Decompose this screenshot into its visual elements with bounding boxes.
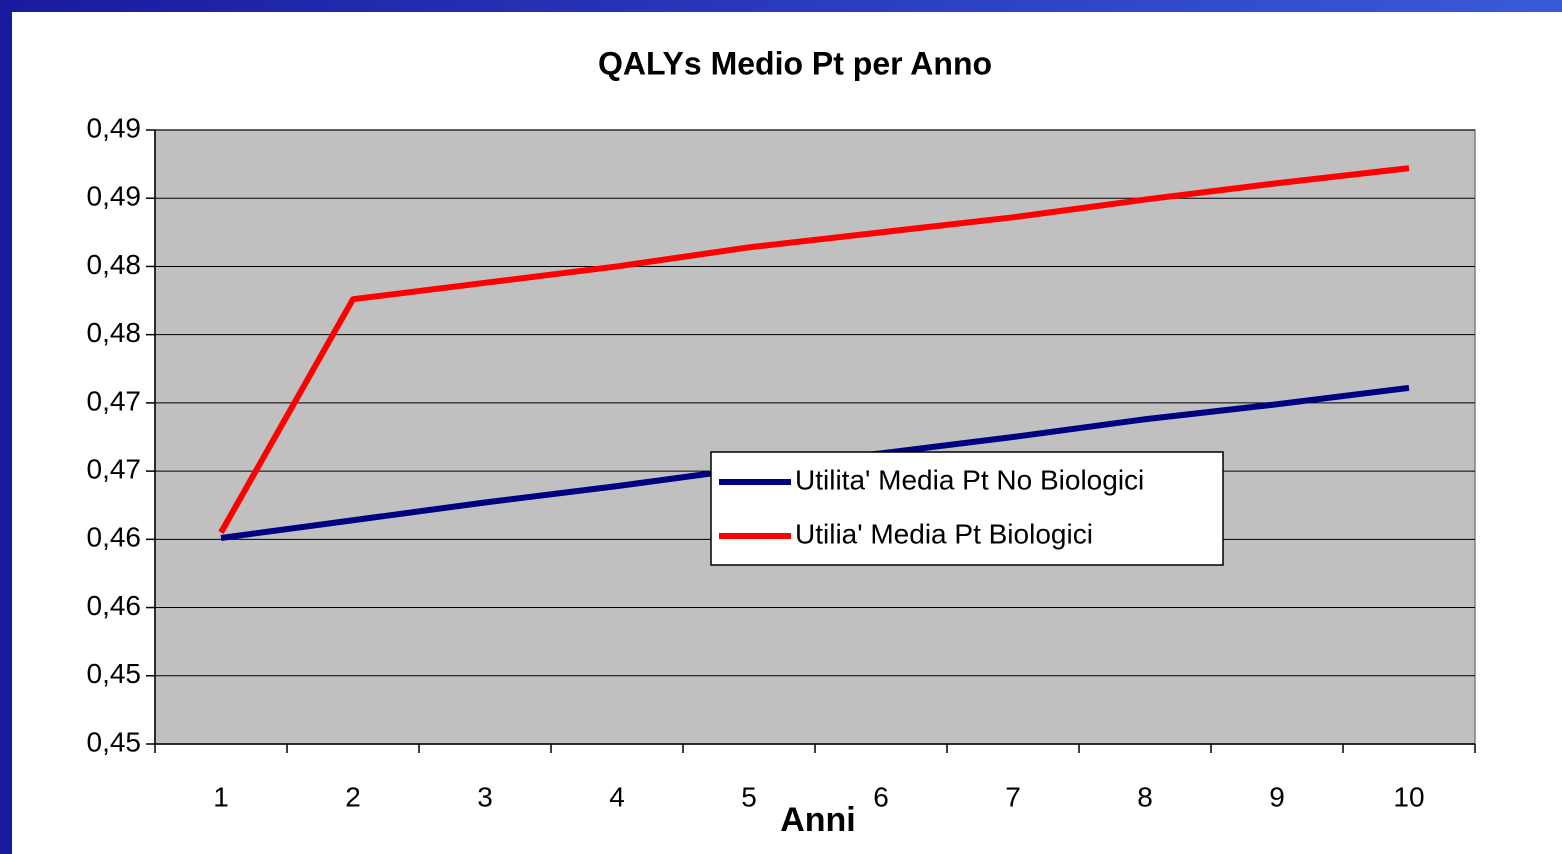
y-tick-label: 0,46 bbox=[87, 522, 142, 553]
legend-label: Utilita' Media Pt No Biologici bbox=[795, 464, 1144, 495]
x-tick-label: 2 bbox=[345, 781, 361, 812]
x-tick-label: 3 bbox=[477, 781, 493, 812]
y-tick-label: 0,45 bbox=[87, 658, 142, 689]
y-tick-label: 0,45 bbox=[87, 726, 142, 757]
x-tick-label: 8 bbox=[1137, 781, 1153, 812]
y-tick-label: 0,49 bbox=[87, 181, 142, 212]
line-series bbox=[218, 165, 1410, 534]
plot-area bbox=[154, 129, 1476, 745]
y-tick-label: 0,46 bbox=[87, 590, 142, 621]
chart-title: QALYs Medio Pt per Anno bbox=[598, 45, 992, 81]
legend-box bbox=[710, 451, 1224, 566]
y-tick-label: 0,48 bbox=[87, 249, 142, 280]
x-tick-label: 5 bbox=[741, 781, 757, 812]
y-tick-label: 0,49 bbox=[87, 112, 142, 143]
x-tick-label: 6 bbox=[873, 781, 889, 812]
x-tick-label: 10 bbox=[1393, 781, 1424, 812]
x-tick-label: 7 bbox=[1005, 781, 1021, 812]
x-tick-label: 4 bbox=[609, 781, 625, 812]
x-tick-label: 1 bbox=[213, 781, 229, 812]
y-tick-label: 0,47 bbox=[87, 385, 142, 416]
legend: Utilita' Media Pt No Biologici Utilia' Me… bbox=[710, 451, 1224, 566]
y-tick-label: 0,47 bbox=[87, 454, 142, 485]
x-tick-label: 9 bbox=[1269, 781, 1285, 812]
y-tick-label: 0,48 bbox=[87, 317, 142, 348]
legend-label: Utilia' Media Pt Biologici bbox=[795, 518, 1093, 549]
x-axis-label: Anni bbox=[780, 801, 856, 839]
